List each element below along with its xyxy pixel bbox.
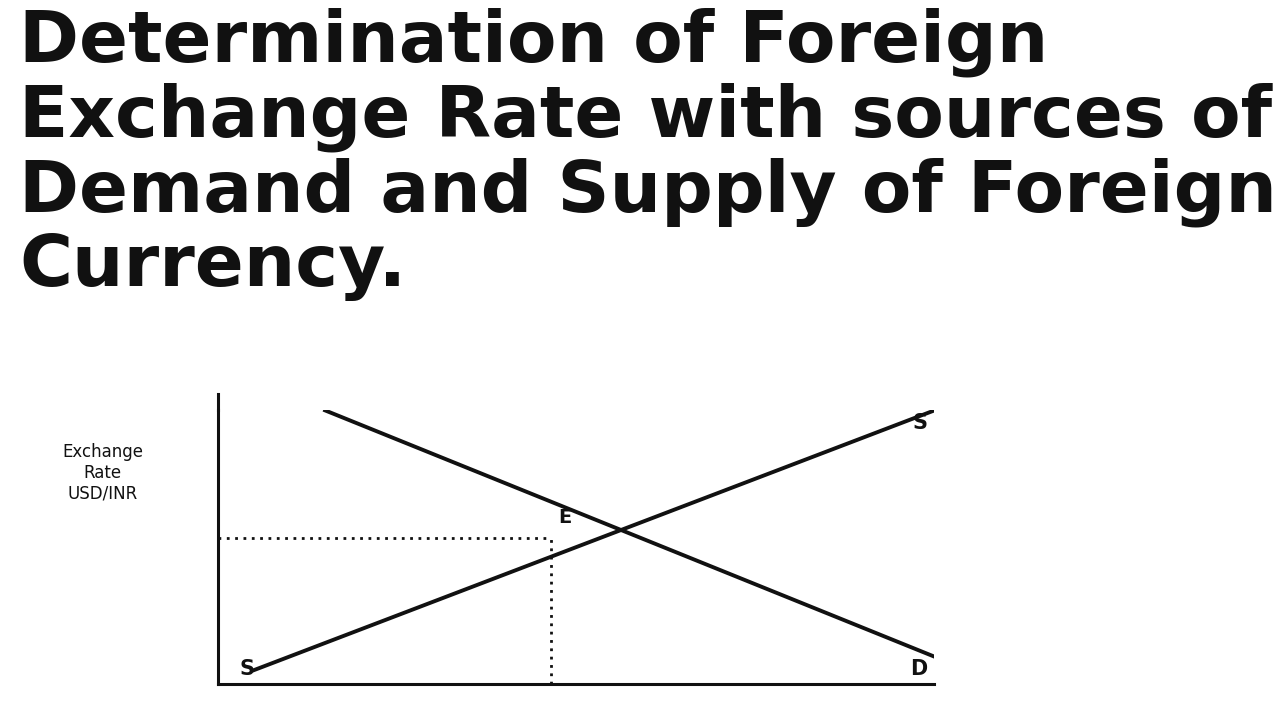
Text: S: S xyxy=(239,659,255,678)
Text: S: S xyxy=(913,413,927,433)
Text: Determination of Foreign
Exchange Rate with sources of
Demand and Supply of Fore: Determination of Foreign Exchange Rate w… xyxy=(19,7,1277,301)
Text: Exchange
Rate
USD/INR: Exchange Rate USD/INR xyxy=(63,444,143,503)
Text: E: E xyxy=(558,508,571,527)
Text: D: D xyxy=(910,659,927,678)
